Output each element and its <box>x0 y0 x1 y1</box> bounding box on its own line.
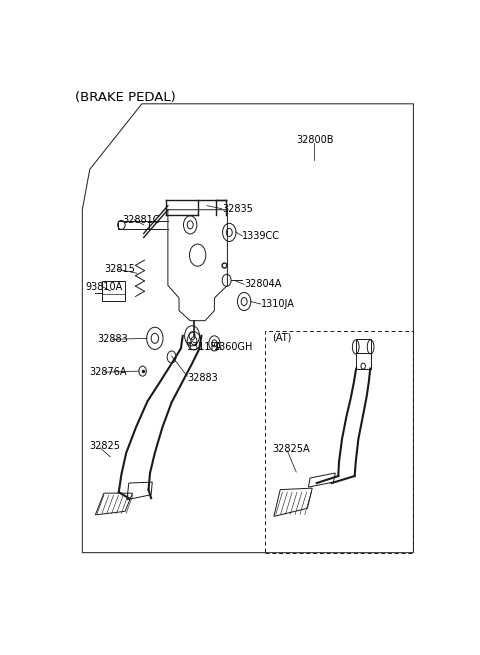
Text: 32883: 32883 <box>97 334 128 345</box>
Bar <box>356 339 371 354</box>
Text: 32881C: 32881C <box>122 215 160 225</box>
Text: 93810A: 93810A <box>85 282 122 292</box>
Text: 32825A: 32825A <box>272 444 310 455</box>
Text: 32876A: 32876A <box>89 367 127 377</box>
Text: 1339CC: 1339CC <box>242 231 280 241</box>
Text: 1360GH: 1360GH <box>215 343 254 352</box>
Text: 32883: 32883 <box>187 373 218 383</box>
Bar <box>264 331 413 553</box>
Text: 1310JA: 1310JA <box>261 299 295 309</box>
Bar <box>356 354 371 369</box>
Bar <box>102 282 125 301</box>
Text: 32800B: 32800B <box>296 135 334 145</box>
Text: (BRAKE PEDAL): (BRAKE PEDAL) <box>75 91 176 104</box>
Text: 32835: 32835 <box>222 204 252 214</box>
Text: 32825: 32825 <box>89 441 120 451</box>
Text: 32804A: 32804A <box>244 280 281 290</box>
Text: 1311FA: 1311FA <box>187 343 223 352</box>
Text: (AT): (AT) <box>272 332 291 343</box>
Text: 32815: 32815 <box>104 264 135 274</box>
